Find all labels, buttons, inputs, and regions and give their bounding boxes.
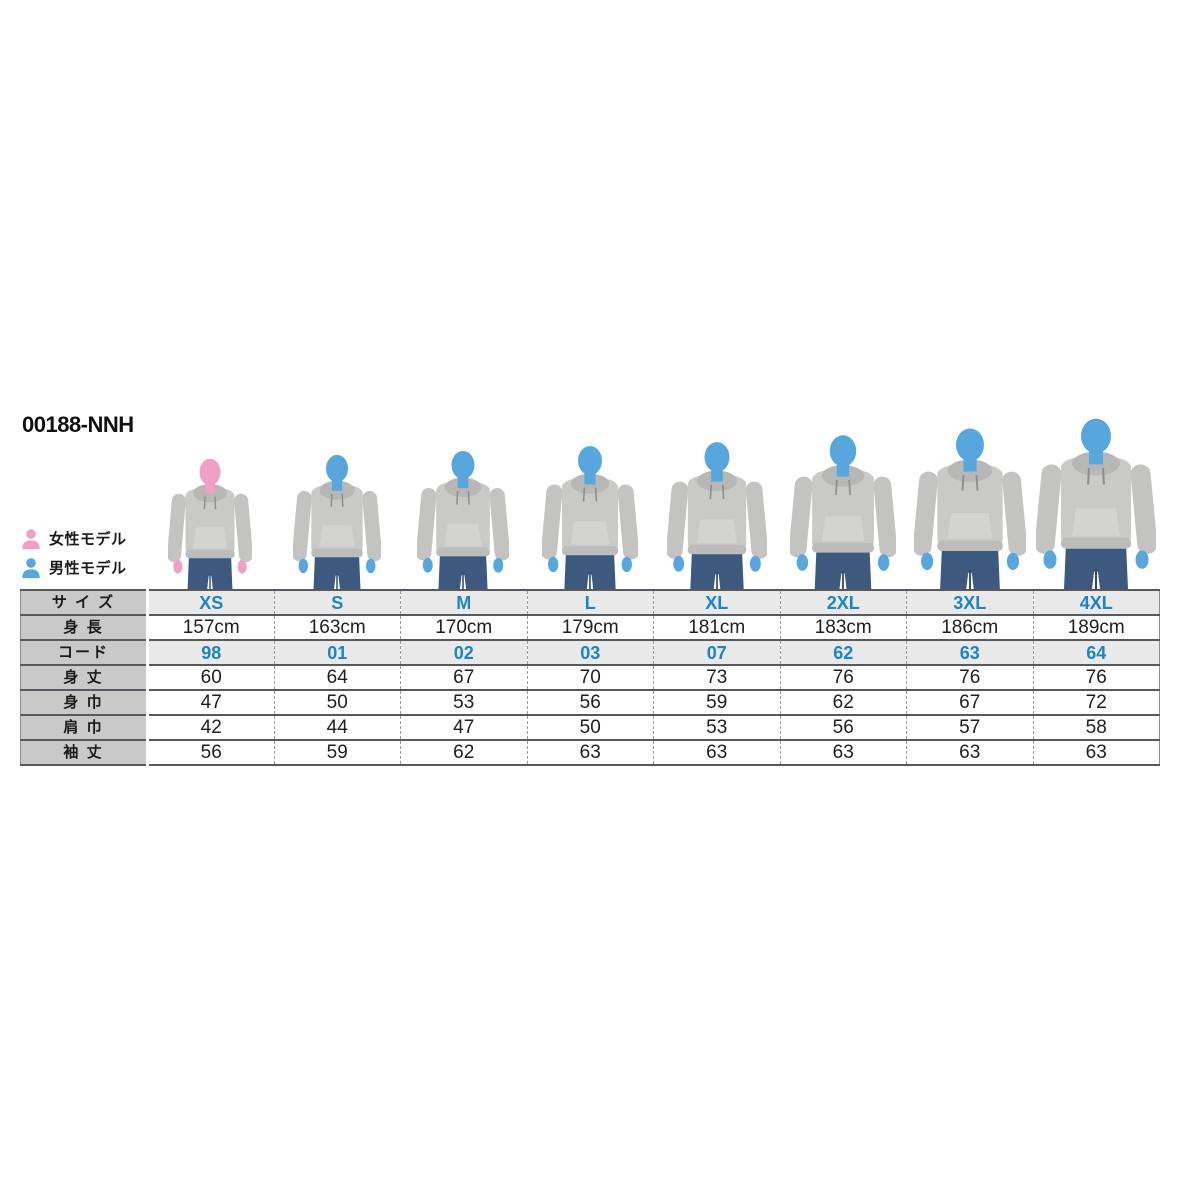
- row-shoulder-width-cell-2xl: 56: [779, 714, 907, 741]
- row-shoulder-width-cell-xs: 42: [147, 714, 274, 741]
- row-code-cell-l: 03: [526, 639, 654, 666]
- model-figure-4xl: [1036, 415, 1157, 589]
- row-model-height-cell-xl: 181cm: [653, 614, 780, 641]
- row-code-cell-4xl: 64: [1032, 639, 1160, 666]
- row-sleeve-length-cell-m: 62: [400, 739, 527, 766]
- row-shoulder-width-cell-m: 47: [400, 714, 527, 741]
- row-code-cell-m: 02: [400, 639, 527, 666]
- row-body-width-cell-2xl: 62: [779, 689, 907, 716]
- row-body-length: 身 丈 60 64 67 70 73 76 76 76: [20, 664, 1160, 691]
- model-figure-s: [292, 452, 381, 589]
- female-model-icon: [22, 528, 40, 549]
- row-code-cell-3xl: 63: [906, 639, 1033, 666]
- row-body-width-cell-s: 50: [273, 689, 401, 716]
- row-shoulder-width-cell-3xl: 57: [906, 714, 1033, 741]
- row-size-cell-xs: XS: [147, 589, 274, 616]
- row-size-cell-m: M: [400, 589, 527, 616]
- row-size-cell-xl: XL: [653, 589, 780, 616]
- row-size: サ イ ズ XS S M L XL 2XL 3XL 4XL: [20, 589, 1160, 616]
- size-chart-table: サ イ ズ XS S M L XL 2XL 3XL 4XL 身 長 157cm 163cm 170cm 1…: [20, 589, 1160, 766]
- row-size-cell-2xl: 2XL: [779, 589, 907, 616]
- row-shoulder-width: 肩 巾 42 44 47 50 53 56 57 58: [20, 714, 1160, 741]
- row-body-width-cell-l: 56: [526, 689, 654, 716]
- size-chart-body: サ イ ズ XS S M L XL 2XL 3XL 4XL 身 長 157cm 163cm 170cm 1…: [20, 589, 1160, 766]
- row-body-width-cell-4xl: 72: [1032, 689, 1160, 716]
- row-body-width-cell-3xl: 67: [906, 689, 1033, 716]
- row-model-height-cell-s: 163cm: [273, 614, 401, 641]
- row-sleeve-length-cell-xl: 63: [653, 739, 780, 766]
- row-body-length-cell-m: 67: [400, 664, 527, 691]
- model-figure-l: [541, 443, 638, 589]
- row-code-cell-s: 01: [273, 639, 401, 666]
- row-model-height-cell-3xl: 186cm: [906, 614, 1033, 641]
- row-body-width-label: 身 巾: [20, 689, 149, 716]
- row-shoulder-width-cell-s: 44: [273, 714, 401, 741]
- row-body-length-cell-4xl: 76: [1032, 664, 1160, 691]
- row-sleeve-length-cell-4xl: 63: [1032, 739, 1160, 766]
- model-figure-3xl: [913, 425, 1026, 589]
- row-shoulder-width-cell-l: 50: [526, 714, 654, 741]
- row-body-length-cell-l: 70: [526, 664, 654, 691]
- row-shoulder-width-cell-xl: 53: [653, 714, 780, 741]
- row-body-length-cell-2xl: 76: [779, 664, 907, 691]
- legend-label-female: 女性モデル: [49, 531, 127, 548]
- model-legend: 女性モデル 男性モデル: [20, 524, 127, 582]
- row-model-height-cell-l: 179cm: [526, 614, 654, 641]
- row-shoulder-width-cell-4xl: 58: [1032, 714, 1160, 741]
- row-size-cell-4xl: 4XL: [1032, 589, 1160, 616]
- legend-label-male: 男性モデル: [49, 560, 127, 577]
- row-sleeve-length-cell-l: 63: [526, 739, 654, 766]
- row-sleeve-length-label: 袖 丈: [20, 739, 149, 766]
- row-sleeve-length: 袖 丈 56 59 62 63 63 63 63 63: [20, 739, 1160, 766]
- row-body-length-cell-s: 64: [273, 664, 401, 691]
- row-model-height-label: 身 長: [20, 614, 149, 641]
- row-sleeve-length-cell-2xl: 63: [779, 739, 907, 766]
- legend-item-female: 女性モデル: [20, 524, 127, 553]
- row-sleeve-length-cell-3xl: 63: [906, 739, 1033, 766]
- row-code-cell-2xl: 62: [779, 639, 907, 666]
- row-body-width-cell-m: 53: [400, 689, 527, 716]
- row-body-width-cell-xl: 59: [653, 689, 780, 716]
- row-body-length-cell-xl: 73: [653, 664, 780, 691]
- legend-item-male: 男性モデル: [20, 553, 127, 582]
- row-sleeve-length-cell-xs: 56: [147, 739, 274, 766]
- row-code: コード 98 01 02 03 07 62 63 64: [20, 639, 1160, 666]
- row-size-cell-s: S: [273, 589, 401, 616]
- row-body-length-label: 身 丈: [20, 664, 149, 691]
- models-strip: [0, 400, 1181, 589]
- model-figure-xl: [666, 439, 767, 589]
- row-model-height-cell-4xl: 189cm: [1032, 614, 1160, 641]
- row-body-length-cell-xs: 60: [147, 664, 274, 691]
- row-model-height-cell-m: 170cm: [400, 614, 527, 641]
- row-code-cell-xl: 07: [653, 639, 780, 666]
- row-shoulder-width-label: 肩 巾: [20, 714, 149, 741]
- row-model-height-cell-2xl: 183cm: [779, 614, 907, 641]
- row-model-height: 身 長 157cm 163cm 170cm 179cm 181cm 183cm 186cm 18…: [20, 614, 1160, 641]
- row-code-label: コード: [20, 639, 149, 666]
- row-body-length-cell-3xl: 76: [906, 664, 1033, 691]
- model-figure-m: [417, 448, 510, 589]
- row-code-cell-xs: 98: [147, 639, 274, 666]
- row-sleeve-length-cell-s: 59: [273, 739, 401, 766]
- row-body-width-cell-xs: 47: [147, 689, 274, 716]
- product-code-title: 00188-NNH: [22, 412, 134, 437]
- row-size-cell-3xl: 3XL: [906, 589, 1033, 616]
- row-size-cell-l: L: [526, 589, 654, 616]
- row-model-height-cell-xs: 157cm: [147, 614, 274, 641]
- model-figure-2xl: [790, 432, 897, 589]
- male-model-icon: [22, 557, 40, 578]
- row-size-label: サ イ ズ: [20, 589, 149, 616]
- model-figure-xs: [168, 456, 252, 589]
- row-body-width: 身 巾 47 50 53 56 59 62 67 72: [20, 689, 1160, 716]
